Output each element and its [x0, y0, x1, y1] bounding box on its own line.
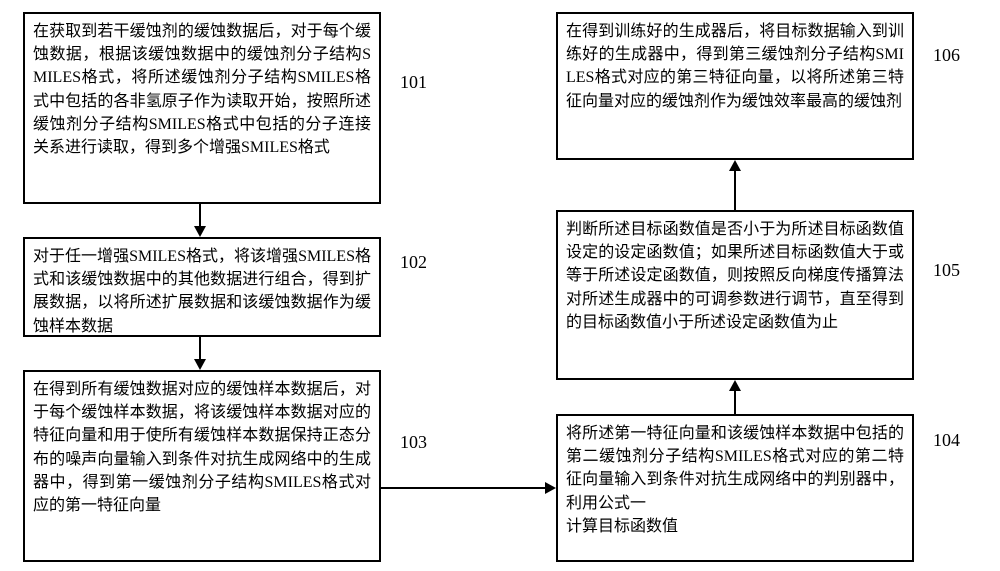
flow-step-104: 将所述第一特征向量和该缓蚀样本数据中包括的第二缓蚀剂分子结构SMILES格式对应…	[556, 414, 914, 562]
flow-step-text: 判断所述目标函数值是否小于为所述目标函数值设定的设定函数值；如果所述目标函数值大…	[566, 221, 904, 331]
flow-step-text: 对于任一增强SMILES格式，将该增强SMILES格式和该缓蚀数据中的其他数据进…	[33, 248, 371, 335]
flow-step-106: 在得到训练好的生成器后，将目标数据输入到训练好的生成器中，得到第三缓蚀剂分子结构…	[556, 12, 914, 160]
flow-step-101: 在获取到若干缓蚀剂的缓蚀数据后，对于每个缓蚀数据，根据该缓蚀数据中的缓蚀剂分子结…	[23, 12, 381, 204]
flow-step-label-106: 106	[933, 45, 960, 66]
arrow-head-105-106	[729, 160, 741, 171]
arrow-head-102-103	[194, 359, 206, 370]
arrow-head-101-102	[194, 226, 206, 237]
flow-step-label-105: 105	[933, 260, 960, 281]
flow-step-text: 在得到训练好的生成器后，将目标数据输入到训练好的生成器中，得到第三缓蚀剂分子结构…	[566, 23, 904, 110]
flow-step-text: 在获取到若干缓蚀剂的缓蚀数据后，对于每个缓蚀数据，根据该缓蚀数据中的缓蚀剂分子结…	[33, 23, 371, 156]
arrow-head-104-105	[729, 380, 741, 391]
flow-step-103: 在得到所有缓蚀数据对应的缓蚀样本数据后，对于每个缓蚀样本数据，将该缓蚀样本数据对…	[23, 370, 381, 562]
flow-step-label-102: 102	[400, 252, 427, 273]
flow-step-102: 对于任一增强SMILES格式，将该增强SMILES格式和该缓蚀数据中的其他数据进…	[23, 237, 381, 337]
arrow-101-102	[199, 204, 201, 228]
flow-step-label-101: 101	[400, 72, 427, 93]
arrow-104-105	[734, 390, 736, 414]
arrow-102-103	[199, 337, 201, 361]
arrow-105-106	[734, 170, 736, 210]
arrow-103-104	[381, 487, 546, 489]
arrow-head-103-104	[545, 482, 556, 494]
flow-step-label-103: 103	[400, 432, 427, 453]
flow-step-text: 将所述第一特征向量和该缓蚀样本数据中包括的第二缓蚀剂分子结构SMILES格式对应…	[566, 422, 904, 538]
flow-step-text: 在得到所有缓蚀数据对应的缓蚀样本数据后，对于每个缓蚀样本数据，将该缓蚀样本数据对…	[33, 381, 371, 514]
flow-step-105: 判断所述目标函数值是否小于为所述目标函数值设定的设定函数值；如果所述目标函数值大…	[556, 210, 914, 380]
flow-step-label-104: 104	[933, 430, 960, 451]
